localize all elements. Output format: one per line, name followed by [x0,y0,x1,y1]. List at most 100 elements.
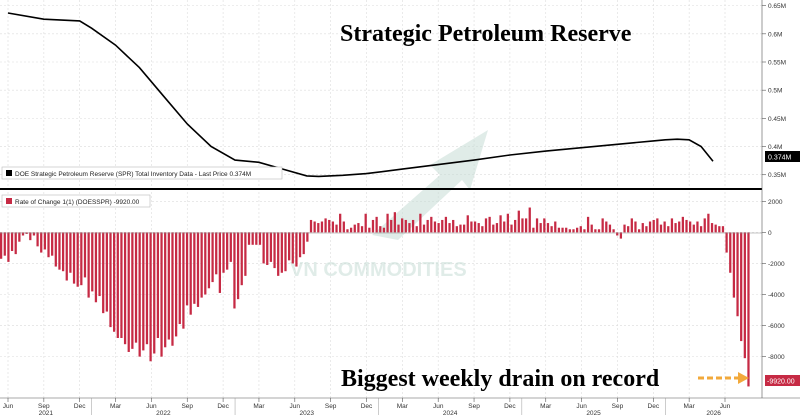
bar [689,221,692,233]
legend-spr-label: DOE Strategic Petroleum Reserve (SPR) To… [15,171,251,178]
bar [302,232,305,255]
bar [164,232,167,348]
bar [517,210,520,233]
bar [298,232,302,258]
bar [240,232,243,286]
y-tick-label: -6000 [768,323,785,330]
bar [313,221,316,233]
x-tick-label: Jun [3,403,14,410]
legend-roc-label: Rate of Change 1(1) (DOESSPR) -9920.00 [15,199,140,206]
watermark: VN COMMODITIES [290,130,488,281]
bar [357,223,360,233]
bar [729,232,732,273]
bar [335,224,338,233]
x-tick-label: Dec [648,403,660,410]
bar [284,232,287,272]
bar [506,213,509,233]
bar [18,232,21,242]
bar [10,232,14,252]
bar [91,232,94,292]
x-tick-label: Mar [684,403,696,410]
bar [710,223,714,233]
bar [641,223,644,233]
bar [80,232,83,286]
x-year-label: 2025 [586,410,601,415]
y-tick-label: 0.45M [768,116,786,123]
bar [189,232,192,315]
bar [14,232,17,255]
bar [138,232,141,357]
last-price-tag [765,151,800,162]
bar [557,227,561,233]
bar [29,232,32,241]
bar [174,232,178,337]
bar [160,232,163,357]
bar [426,219,429,233]
bar [247,232,251,245]
y-ticks-top: 0.35M 0.4M 0.45M 0.5M 0.55M 0.6M 0.65M [762,3,786,179]
bar [514,219,517,233]
bar [342,221,345,233]
bar [528,207,531,233]
bar [452,219,455,233]
y-tick-label: -4000 [768,292,785,299]
x-year-label: 2021 [39,410,54,415]
bar [637,229,641,233]
x-tick-label: Jun [146,403,157,410]
bar [656,218,659,233]
legend-roc-swatch [6,198,12,204]
bar [328,219,331,233]
bar [262,232,265,264]
bar [408,223,411,233]
bar [568,229,571,233]
bar [120,232,123,338]
bar [233,232,236,309]
bar [681,216,684,233]
bar [346,229,349,233]
bar [685,219,688,233]
bar [619,232,623,239]
y-tick-label: 0 [768,230,772,237]
bar [459,224,462,233]
bar [123,232,127,345]
bar [736,232,739,317]
watermark-text: VN COMMODITIES [290,259,467,281]
bar [437,223,440,233]
x-tick-label: Mar [110,403,122,410]
y-tick-label: 0.55M [768,60,786,67]
bar [131,232,134,349]
bar [390,219,393,233]
bar [72,232,76,284]
bar [430,216,433,233]
x-tick-label: Sep [468,403,480,410]
y-tick-label: 0.35M [768,172,786,179]
bar [743,232,746,359]
x-tick-label: Dec [74,403,86,410]
bar [105,232,108,312]
x-tick-label: Sep [325,403,337,410]
bar [444,216,448,233]
x-tick-label: Mar [540,403,552,410]
bar [149,232,152,362]
bar [627,226,630,233]
bar [696,221,699,233]
bar [134,232,138,343]
bar [550,226,553,233]
bar [488,216,491,233]
last-change-tag [765,375,800,386]
bar [291,232,294,264]
bar [419,213,422,233]
bar [645,226,648,233]
bar [667,226,670,233]
right-axis-bg [762,0,800,398]
bar [521,218,524,233]
bar [182,232,185,329]
bar [288,232,291,261]
bar [58,232,61,270]
bar [51,232,54,256]
annotation-arrow-icon [698,372,749,384]
bar [371,219,375,233]
x-tick-label: Dec [217,403,229,410]
x-tick-label: Sep [612,403,624,410]
bar [492,224,495,233]
